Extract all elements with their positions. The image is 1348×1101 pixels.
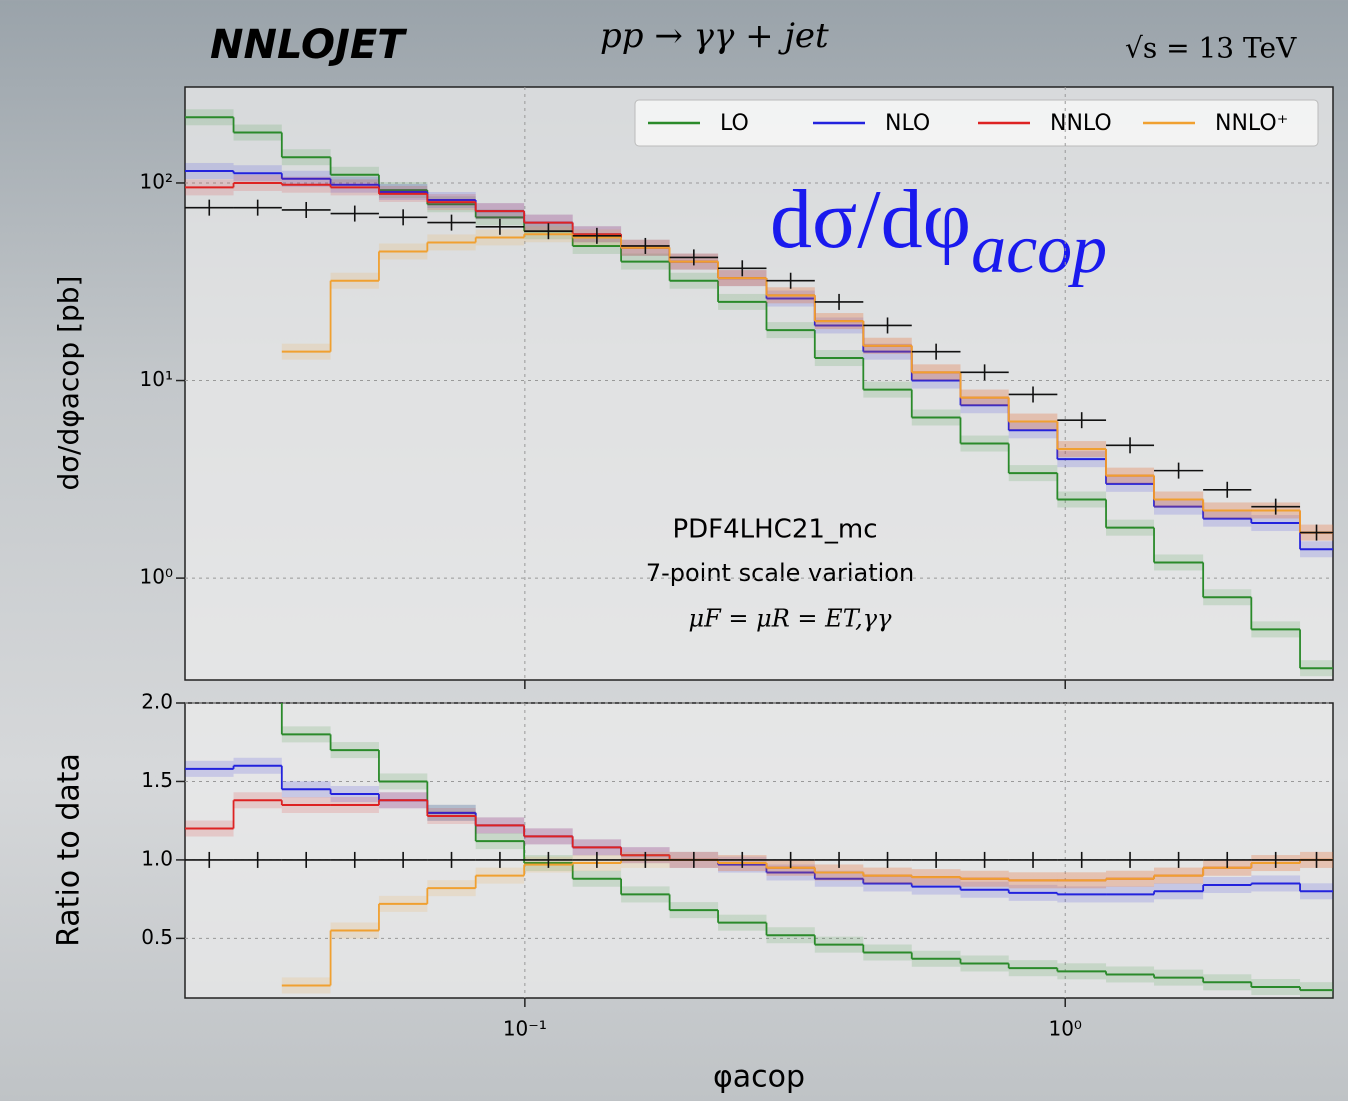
brand: NNLOJET: [210, 22, 407, 68]
band: [234, 679, 282, 695]
legend-label: LO: [720, 111, 749, 136]
note: μF = μR = ET,γγ: [689, 605, 893, 633]
y-tick-label: 2.0: [141, 690, 173, 714]
legend-label: NNLO⁺: [1215, 111, 1288, 136]
annotation-sub: acop: [971, 211, 1107, 288]
y-axis-label: Ratio to data: [52, 753, 87, 947]
page: NNLOJET pp → γγ + jet √s = 13 TeV dσ/dφa…: [0, 0, 1348, 1101]
legend: LO NLO NNLO NNLO⁺: [635, 100, 1318, 146]
annotation-main: dσ/dφ: [770, 173, 971, 266]
chart: NNLOJET pp → γγ + jet √s = 13 TeV dσ/dφa…: [0, 0, 1348, 1101]
process: pp → γγ + jet: [600, 16, 829, 56]
x-axis-label: φacop: [713, 1060, 805, 1095]
energy: √s = 13 TeV: [1125, 32, 1297, 65]
y-tick-label: 1.0: [141, 846, 173, 870]
x-tick-label: 10⁻¹: [503, 1017, 547, 1041]
note: 7-point scale variation: [646, 559, 914, 587]
y-tick-label: 10⁰: [140, 565, 173, 589]
legend-label: NLO: [885, 111, 930, 136]
y-tick-label: 0.5: [141, 925, 173, 949]
legend-label: NNLO: [1050, 111, 1112, 136]
note: PDF4LHC21_mc: [672, 515, 877, 545]
y-tick-label: 10¹: [140, 367, 173, 391]
y-axis-label: dσ/dφacop [pb]: [52, 276, 85, 491]
y-tick-label: 10²: [140, 169, 173, 193]
x-tick-label: 10⁰: [1048, 1017, 1081, 1041]
y-tick-label: 1.5: [141, 768, 173, 792]
